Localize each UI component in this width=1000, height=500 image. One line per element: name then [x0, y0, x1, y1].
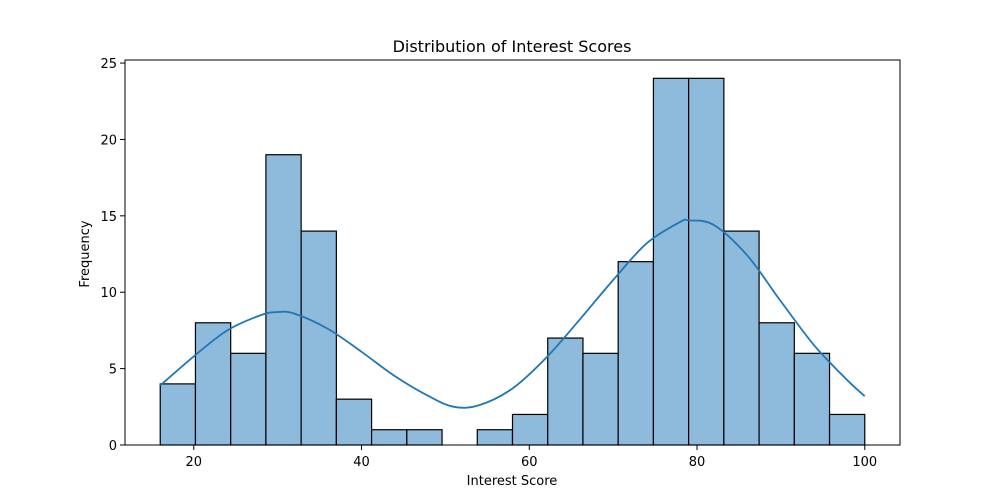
y-tick-label-20: 20 [100, 133, 117, 148]
histogram-bar-5 [335, 398, 373, 446]
x-tick-label-60: 60 [521, 455, 538, 470]
y-axis-label: Frequency [78, 220, 93, 287]
histogram-bar-12 [582, 352, 619, 446]
axes-group: 20 40 60 80 100 0 5 10 15 20 25 [100, 57, 901, 470]
histogram-bar-18 [793, 352, 831, 446]
histogram-bar-0 [159, 383, 197, 446]
y-tick-label-5: 5 [109, 363, 117, 378]
histogram-bar-3 [265, 154, 302, 446]
histogram-bar-19 [828, 413, 866, 446]
bars-group [159, 77, 866, 446]
kde-line [159, 218, 866, 409]
y-tick-label-0: 0 [109, 439, 117, 454]
histogram-bar-11 [547, 337, 584, 446]
y-tick-label-15: 15 [100, 210, 117, 225]
histogram-bar-14 [652, 77, 690, 446]
histogram-bar-2 [230, 352, 267, 446]
y-tick-label-25: 25 [100, 57, 117, 72]
y-tick-label-10: 10 [100, 286, 117, 301]
histogram-bar-16 [723, 230, 760, 446]
kde-group [159, 218, 866, 409]
histogram-bar-1 [194, 322, 232, 446]
histogram-bar-17 [758, 322, 795, 446]
chart-title: Distribution of Interest Scores [393, 37, 632, 56]
histogram-bar-4 [300, 230, 337, 446]
x-tick-label-80: 80 [689, 455, 706, 470]
x-tick-label-20: 20 [186, 455, 203, 470]
x-tick-label-100: 100 [852, 455, 877, 470]
plot-frame [124, 59, 901, 446]
histogram-bar-7 [406, 429, 443, 446]
x-axis-label: Interest Score [467, 474, 558, 489]
histogram-bar-15 [688, 77, 725, 446]
histogram-bar-6 [370, 429, 408, 446]
histogram-bar-10 [511, 413, 549, 446]
histogram-bar-9 [476, 429, 514, 446]
histogram-bar-13 [617, 261, 655, 446]
x-tick-label-40: 40 [353, 455, 370, 470]
